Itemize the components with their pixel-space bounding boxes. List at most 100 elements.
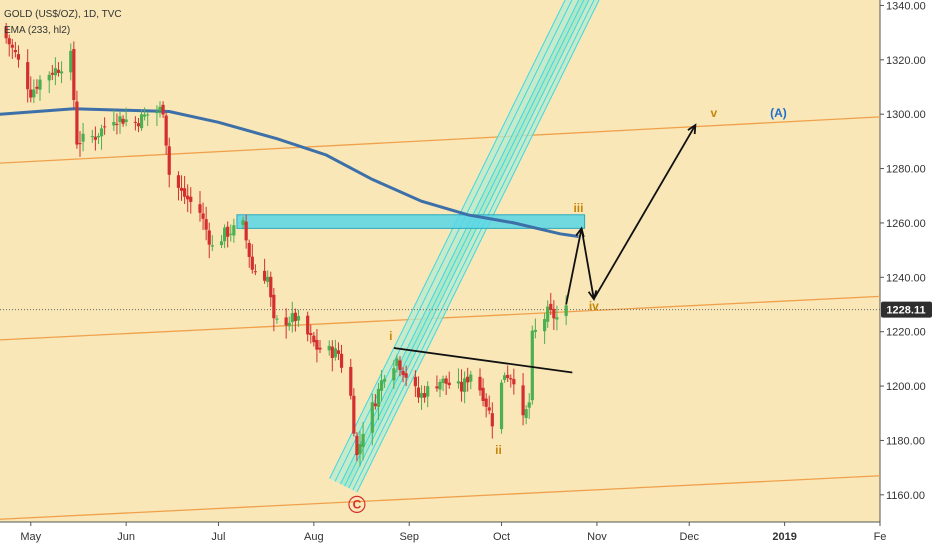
candle <box>244 214 248 249</box>
candle <box>29 76 33 103</box>
x-tick-label: Fe <box>874 531 887 543</box>
candle <box>315 329 319 363</box>
candle-body <box>469 374 473 382</box>
candle-body <box>533 329 537 332</box>
candle <box>419 385 424 410</box>
candle-body <box>490 413 494 427</box>
candle-body <box>112 122 116 126</box>
candle-body <box>229 233 233 235</box>
candle-body <box>306 315 310 335</box>
candle <box>533 318 537 339</box>
candle <box>423 385 427 403</box>
price-axis-background <box>880 0 932 550</box>
candle <box>266 270 270 288</box>
candle <box>99 124 104 150</box>
candle <box>133 116 137 131</box>
candle <box>447 371 451 389</box>
pitchfork-line-3 <box>348 0 590 489</box>
candle <box>4 22 8 44</box>
candle <box>546 300 550 328</box>
candle-body <box>223 227 227 242</box>
candle-body <box>546 306 550 322</box>
candle-body <box>293 312 297 322</box>
price-axis: 1160.00 1180.00 1200.00 1220.00 1240.00 1260.… <box>880 0 926 502</box>
candlestick-series <box>4 22 568 467</box>
candle-body <box>355 435 359 456</box>
resistance-zone <box>236 214 586 229</box>
candle-body <box>318 347 322 350</box>
candle-body <box>416 387 421 398</box>
candle <box>223 224 227 249</box>
candle <box>521 373 525 426</box>
candle <box>75 90 79 149</box>
candle <box>16 45 21 68</box>
candle-body <box>349 366 353 396</box>
x-tick-label: Sep <box>399 531 419 543</box>
y-tick-label: 1320.00 <box>886 55 926 67</box>
candle <box>186 184 190 213</box>
candle <box>275 314 279 324</box>
candle-body <box>456 381 461 384</box>
ema-233-line <box>0 107 579 238</box>
candle-body <box>287 322 291 327</box>
candle-body <box>69 50 73 73</box>
candle-body <box>423 393 427 398</box>
candle <box>176 171 181 201</box>
candle-body <box>186 195 190 200</box>
candle <box>81 122 85 152</box>
candle-body <box>552 308 556 319</box>
y-tick-label: 1180.00 <box>886 435 925 447</box>
wave-label: iv <box>589 299 599 313</box>
projection-arrowhead-3 <box>687 123 697 135</box>
x-tick-label: May <box>20 531 41 543</box>
candle-body <box>555 317 559 320</box>
y-tick-label: 1220.00 <box>886 327 926 339</box>
candle-body <box>419 393 424 398</box>
candle-body <box>361 434 365 447</box>
candle <box>198 190 202 222</box>
x-tick-label: Jun <box>117 531 135 543</box>
candle <box>512 368 516 395</box>
candle <box>201 202 205 231</box>
x-tick-label: Aug <box>304 531 324 543</box>
candle-body <box>284 317 288 326</box>
candle <box>358 430 362 467</box>
candle <box>96 133 101 144</box>
candle-body <box>266 276 270 282</box>
candle-body <box>247 242 251 257</box>
candle-body <box>413 376 417 387</box>
candle <box>444 375 448 395</box>
candle <box>481 378 485 407</box>
candle <box>376 382 381 420</box>
candle <box>487 395 491 415</box>
candle <box>543 312 547 344</box>
candle-body <box>447 382 451 386</box>
candle-body <box>296 316 301 321</box>
x-tick-label: 2019 <box>772 531 796 543</box>
candle-body <box>275 318 279 320</box>
candle-body <box>241 220 245 225</box>
candle-body <box>543 319 547 332</box>
candle-body <box>164 115 168 146</box>
candle <box>47 71 51 94</box>
candle-body <box>32 89 36 98</box>
candle-body <box>158 106 162 111</box>
candle <box>441 375 445 392</box>
x-tick-label: Oct <box>493 531 510 543</box>
candle-body <box>232 225 236 236</box>
candle <box>78 131 82 157</box>
candle <box>333 339 337 361</box>
wave-label: v <box>711 106 718 120</box>
candle <box>327 340 331 356</box>
candle-body <box>38 79 42 90</box>
candle-body <box>509 378 513 380</box>
candle <box>287 316 291 331</box>
candle-body <box>155 111 159 114</box>
candle-body <box>250 256 254 270</box>
x-tick-label: Jul <box>211 531 225 543</box>
candle-body <box>564 305 568 316</box>
candle <box>484 393 488 418</box>
indicator-legend[interactable]: EMA (233, hl2) <box>4 25 70 36</box>
